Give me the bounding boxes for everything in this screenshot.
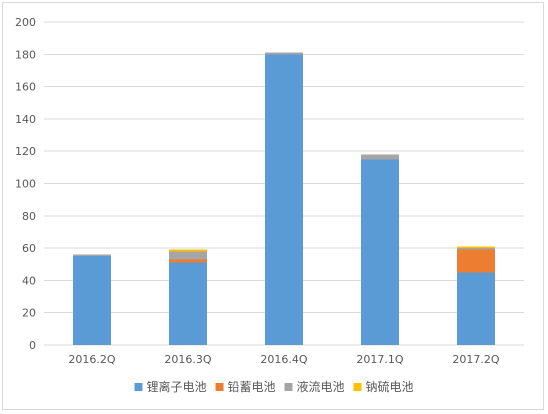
legend-item: 液流电池 xyxy=(284,379,345,394)
legend-swatch xyxy=(134,383,143,391)
legend: 锂离子电池 铅蓄电池 液流电池 钠硫电池 xyxy=(134,379,414,394)
legend-swatch xyxy=(353,383,362,391)
x-tick-label: 2016.2Q xyxy=(68,353,115,366)
legend-swatch xyxy=(215,383,224,391)
bar-segment xyxy=(169,249,207,252)
y-tick-label: 200 xyxy=(15,16,36,29)
legend-item: 钠硫电池 xyxy=(353,379,414,394)
y-tick-label: 160 xyxy=(15,81,36,94)
bar-segment xyxy=(457,272,495,345)
legend-item: 锂离子电池 xyxy=(134,379,207,394)
bar-segment xyxy=(169,259,207,263)
bar-segment xyxy=(457,248,495,250)
legend-item: 铅蓄电池 xyxy=(215,380,276,394)
legend-label: 铅蓄电池 xyxy=(228,380,276,394)
legend-label: 锂离子电池 xyxy=(147,379,207,394)
legend-label: 钠硫电池 xyxy=(366,379,414,394)
y-tick-label: 180 xyxy=(15,48,36,61)
bar-segment xyxy=(457,249,495,273)
x-axis-ticks: 2016.2Q 2016.3Q 2016.4Q 2017.1Q 2017.2Q xyxy=(68,353,499,366)
bar-segment xyxy=(361,159,399,345)
bar-segment xyxy=(265,52,303,55)
bar-segment xyxy=(73,256,111,345)
bars xyxy=(73,52,495,346)
bar-segment xyxy=(169,262,207,345)
legend-label: 液流电池 xyxy=(297,379,345,394)
y-tick-label: 0 xyxy=(29,339,36,352)
x-tick-label: 2017.1Q xyxy=(356,353,403,366)
x-tick-label: 2016.4Q xyxy=(260,353,307,366)
bar-segment xyxy=(169,251,207,260)
x-tick-label: 2016.3Q xyxy=(164,353,211,366)
bar-segment xyxy=(457,246,495,249)
y-tick-label: 140 xyxy=(15,113,36,126)
bar-segment xyxy=(361,154,399,160)
y-tick-label: 60 xyxy=(22,242,36,255)
y-tick-label: 40 xyxy=(22,274,36,287)
y-axis-ticks: 0 20 40 60 80 100 120 140 160 180 200 xyxy=(15,16,36,352)
legend-swatch xyxy=(284,383,293,391)
y-tick-label: 20 xyxy=(22,307,36,320)
y-tick-label: 120 xyxy=(15,145,36,158)
bar-segment xyxy=(265,54,303,346)
x-tick-label: 2017.2Q xyxy=(452,353,499,366)
bar-segment xyxy=(73,254,111,257)
y-tick-label: 80 xyxy=(22,210,36,223)
y-tick-label: 100 xyxy=(15,178,36,191)
